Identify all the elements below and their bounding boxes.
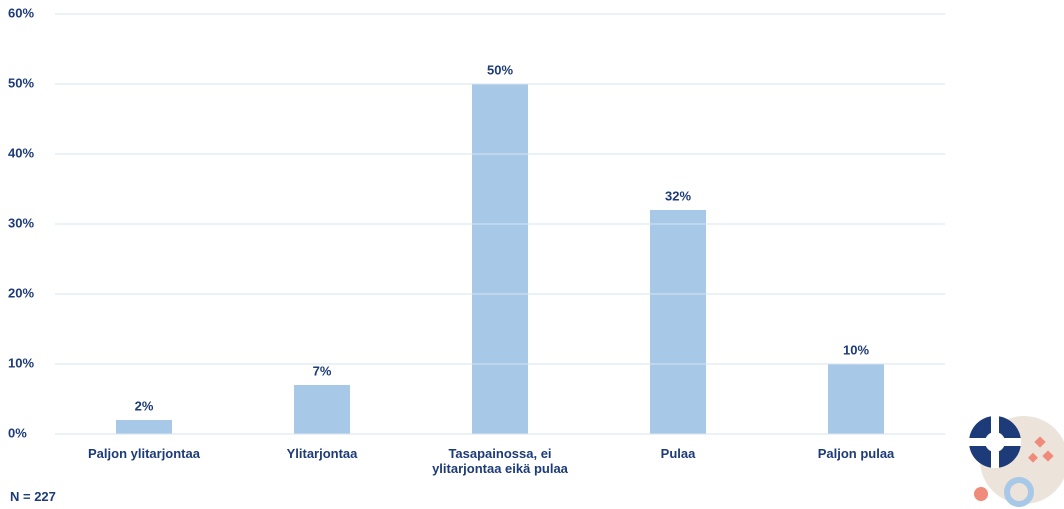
logo-diamond xyxy=(1028,452,1038,463)
x-tick-label: Ylitarjontaa xyxy=(286,446,358,461)
y-tick-label: 30% xyxy=(8,215,34,230)
value-label: 2% xyxy=(135,398,154,413)
y-tick-label: 10% xyxy=(8,355,34,370)
bar xyxy=(116,420,172,434)
x-tick-label: Tasapainossa, ei ylitarjontaa eikä pulaa xyxy=(432,446,568,476)
y-tick-label: 60% xyxy=(8,5,34,20)
logo-diamond xyxy=(1034,436,1046,448)
logo xyxy=(969,416,1064,507)
bar xyxy=(828,364,884,434)
value-label: 50% xyxy=(487,62,513,77)
bar xyxy=(650,210,706,434)
value-label: 32% xyxy=(665,188,691,203)
value-label: 10% xyxy=(843,342,869,357)
y-tick-label: 50% xyxy=(8,75,34,90)
logo-circle xyxy=(1004,477,1034,507)
x-tick-label: Paljon ylitarjontaa xyxy=(88,446,200,461)
y-tick-label: 0% xyxy=(8,425,27,440)
logo-dot xyxy=(974,487,988,501)
y-tick-label: 40% xyxy=(8,145,34,160)
x-tick-label: Pulaa xyxy=(660,446,696,461)
logo-diamond xyxy=(1042,450,1054,462)
bar xyxy=(294,385,350,434)
note: N = 227 xyxy=(10,489,56,504)
y-tick-label: 20% xyxy=(8,285,34,300)
bar xyxy=(472,84,528,434)
value-label: 7% xyxy=(313,363,332,378)
x-tick-label: Paljon pulaa xyxy=(817,446,895,461)
logo-hole xyxy=(985,432,1005,452)
